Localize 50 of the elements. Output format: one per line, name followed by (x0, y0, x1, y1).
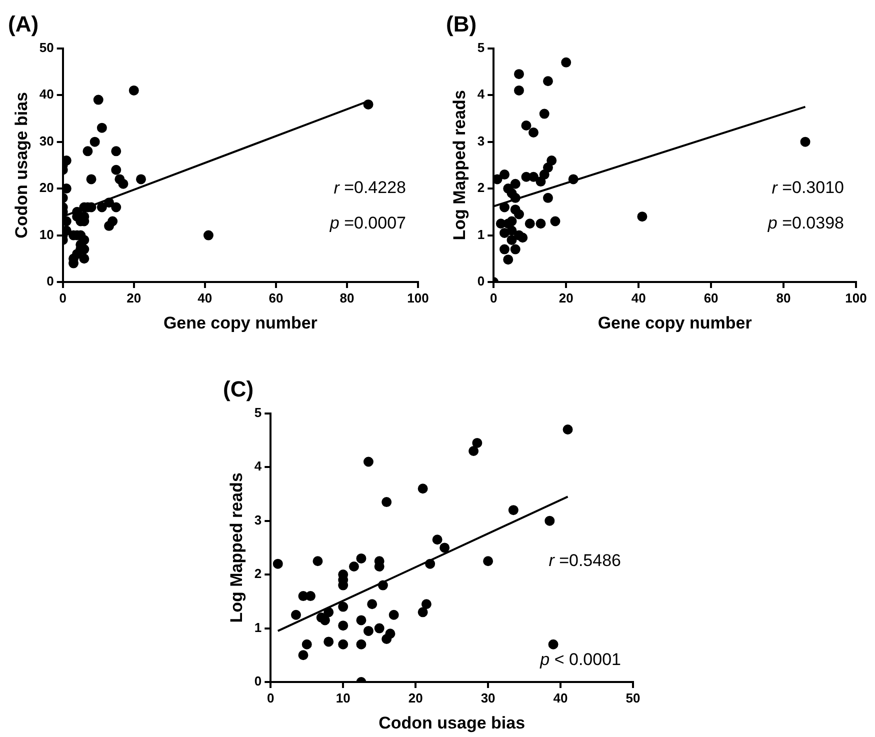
x-tick-label: 20 (558, 290, 574, 306)
x-tick-label: 80 (776, 290, 791, 306)
y-tick-label: 10 (39, 226, 54, 242)
x-tick-label: 20 (126, 290, 142, 306)
y-tick-label: 50 (39, 40, 54, 55)
y-tick-label: 40 (39, 86, 54, 102)
y-tick-label: 0 (254, 674, 262, 689)
y-tick-label: 1 (254, 620, 262, 635)
y-axis-title: Log Mapped reads (450, 90, 469, 240)
y-tick-label: 3 (254, 512, 262, 528)
x-axis-title: Gene copy number (598, 313, 752, 332)
annotation: r =0.3010 (772, 178, 844, 198)
y-tick-label: 5 (254, 404, 262, 420)
chart-title: (B) (446, 11, 477, 36)
y-tick-label: 5 (477, 40, 485, 55)
y-tick-label: 30 (39, 133, 54, 148)
x-tick-label: 0 (267, 690, 274, 706)
x-tick-label: 0 (490, 290, 498, 306)
annotation: r =0.5486 (548, 550, 622, 570)
x-tick-label: 60 (268, 290, 284, 306)
y-tick-label: 2 (254, 566, 262, 582)
y-tick-label: 0 (477, 274, 485, 289)
y-tick-label: 4 (254, 458, 262, 474)
x-tick-label: 100 (407, 290, 429, 306)
annotation: p =0.0007 (328, 213, 406, 232)
annotation: r =0.4228 (334, 178, 406, 198)
y-tick-label: 4 (477, 86, 486, 102)
x-tick-label: 40 (631, 290, 646, 306)
chart-title: (C) (223, 376, 254, 402)
y-tick-label: 3 (477, 133, 485, 148)
y-tick-label: 20 (39, 180, 54, 196)
x-tick-label: 50 (626, 690, 640, 706)
x-tick-label: 100 (845, 290, 867, 306)
x-tick-label: 40 (553, 690, 568, 706)
x-tick-label: 10 (336, 690, 350, 706)
x-axis-title: Gene copy number (163, 313, 318, 332)
chart-title: (A) (8, 11, 39, 36)
annotation: p < 0.0001 (539, 650, 622, 670)
y-tick-label: 0 (46, 274, 54, 289)
x-tick-label: 60 (704, 290, 718, 306)
x-tick-label: 80 (340, 290, 354, 306)
x-tick-label: 0 (59, 290, 66, 306)
y-axis-title: Log Mapped reads (226, 472, 246, 623)
y-tick-label: 1 (477, 226, 485, 242)
x-tick-label: 40 (198, 290, 212, 306)
y-tick-label: 2 (477, 180, 485, 196)
x-axis-title: Codon usage bias (378, 713, 526, 732)
y-axis-title: Codon usage bias (12, 92, 31, 238)
x-tick-label: 20 (408, 690, 423, 706)
annotation: p =0.0398 (766, 213, 844, 232)
